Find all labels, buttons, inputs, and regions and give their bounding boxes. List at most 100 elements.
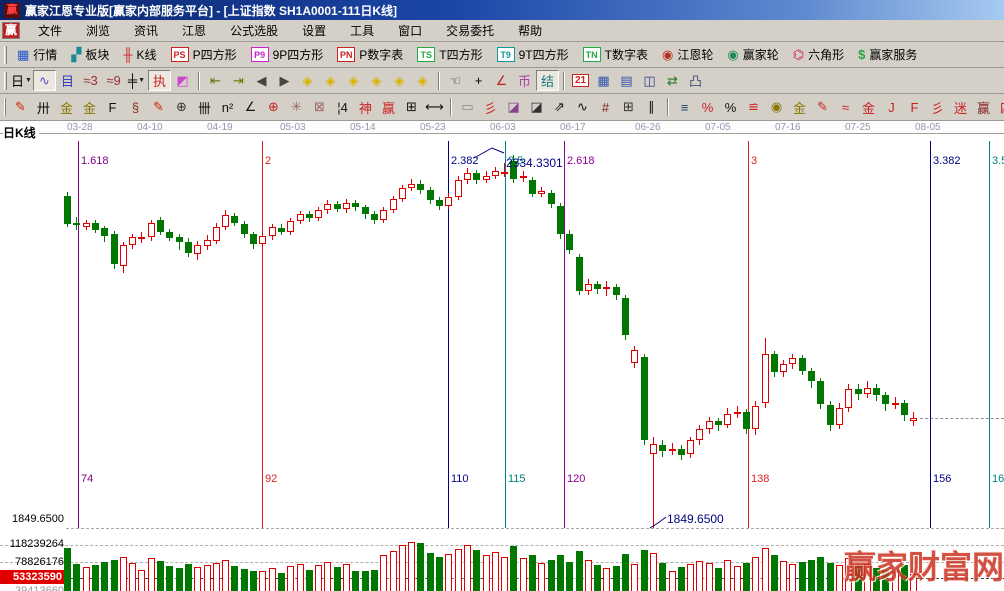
crosshair-tool-icon[interactable]: + <box>467 70 490 91</box>
t-square-button[interactable]: TS T四方形 <box>410 44 489 66</box>
menu-item-9[interactable]: 帮助 <box>518 24 543 38</box>
period-day-icon[interactable]: 日 ▼ <box>10 70 33 91</box>
gold-lines-icon[interactable]: 金 <box>788 97 811 118</box>
diamond-h-icon[interactable]: ◈ <box>342 70 365 91</box>
pen-red-icon[interactable]: ✎ <box>811 97 834 118</box>
tally-grid-icon[interactable]: 卌 <box>193 97 216 118</box>
bars-tool-icon[interactable]: ≡ <box>673 97 696 118</box>
menu-item-2[interactable]: 资讯 <box>134 24 159 38</box>
t-digit-table-button[interactable]: TN T数字表 <box>576 44 655 66</box>
trend-arrows-icon[interactable]: ⇗ <box>548 97 571 118</box>
angle-draw-icon[interactable]: ∠ <box>239 97 262 118</box>
corner-grid-icon[interactable]: ⊞ <box>617 97 640 118</box>
hash-grid-icon[interactable]: # <box>594 97 617 118</box>
9p-square-button[interactable]: P9 9P四方形 <box>244 44 331 66</box>
rect-tool-icon[interactable]: ▭ <box>456 97 479 118</box>
fan-red-icon[interactable]: 彡 <box>479 97 502 118</box>
gold-circle-icon[interactable]: ◉ <box>765 97 788 118</box>
shen-grid-icon[interactable]: 神 <box>354 97 377 118</box>
pen-tool-icon[interactable]: ✎ <box>9 97 32 118</box>
circle-grid-icon[interactable]: ⊕ <box>170 97 193 118</box>
calculator-icon[interactable]: ▦ <box>592 70 615 91</box>
percent-red-icon[interactable]: % <box>696 97 719 118</box>
p-digit-table-button[interactable]: PN P数字表 <box>330 44 410 66</box>
toolbar-grip[interactable] <box>4 45 7 64</box>
menu-item-1[interactable]: 浏览 <box>86 24 111 38</box>
menu-item-4[interactable]: 公式选股 <box>230 24 279 38</box>
speed-lines-icon[interactable]: 迷 <box>949 97 972 118</box>
toolbar-grip[interactable] <box>4 71 7 90</box>
gold-grid-icon[interactable]: 金 <box>55 97 78 118</box>
gold-grid2-icon[interactable]: 金 <box>78 97 101 118</box>
percent-icon[interactable]: % <box>719 97 742 118</box>
percent-lines-icon[interactable]: ≌ <box>742 97 765 118</box>
ying-grid-icon[interactable]: 赢 <box>377 97 400 118</box>
save-icon[interactable]: ◫ <box>638 70 661 91</box>
f-angle-icon[interactable]: F <box>903 97 926 118</box>
menu-item-8[interactable]: 交易委托 <box>446 24 495 38</box>
circle-cross-icon[interactable]: ⊕ <box>262 97 285 118</box>
n2-grid-icon[interactable]: n² <box>216 97 239 118</box>
chart-area[interactable]: 日K线 03-28 04-10 04-19 05-03 05-14 05-23 06-03 0… <box>0 121 1004 591</box>
wave-red-icon[interactable]: ≈ <box>834 97 857 118</box>
fan-box-dark-icon[interactable]: ◪ <box>525 97 548 118</box>
diamond-right-icon[interactable]: ◈ <box>319 70 342 91</box>
star-grid-icon[interactable]: ✳ <box>285 97 308 118</box>
diamond-left-icon[interactable]: ◈ <box>296 70 319 91</box>
spiral-icon[interactable]: § <box>124 97 147 118</box>
nav-first-icon[interactable]: ⇤ <box>204 70 227 91</box>
winner-wheel-button[interactable]: ◉ 赢家轮 <box>720 44 785 66</box>
dropdown-arrow-icon[interactable]: ▼ <box>25 77 32 84</box>
angle-tool-icon[interactable]: ∠ <box>490 70 513 91</box>
box-grid-icon[interactable]: ⊠ <box>308 97 331 118</box>
print-icon[interactable]: 凸 <box>684 70 707 91</box>
wave-chart-icon[interactable]: ∿ <box>33 70 56 91</box>
pen2-tool-icon[interactable]: ✎ <box>147 97 170 118</box>
menu-item-7[interactable]: 窗口 <box>398 24 423 38</box>
hexagon-button[interactable]: ⌬ 六角形 <box>786 44 851 66</box>
diamond-star-icon[interactable]: ◈ <box>411 70 434 91</box>
menu-item-3[interactable]: 江恩 <box>182 24 207 38</box>
trade-marks-icon[interactable]: 执 <box>148 70 171 91</box>
export-icon[interactable]: ⇄ <box>661 70 684 91</box>
menu-item-5[interactable]: 设置 <box>302 24 327 38</box>
diamond-v-icon[interactable]: ◈ <box>365 70 388 91</box>
fan-box-purple-icon[interactable]: ◪ <box>502 97 525 118</box>
price-pane[interactable]: 2334.3301 1849.6500 1.618 74 2 92 2.382 110 2.… <box>0 135 1004 533</box>
diamond-cross-icon[interactable]: ◈ <box>388 70 411 91</box>
nav-prev-icon[interactable]: ◀ <box>250 70 273 91</box>
menu-logo-icon[interactable]: 赢 <box>2 22 20 39</box>
chart-9-icon[interactable]: ≈9 <box>102 70 125 91</box>
parallel-lines-icon[interactable]: ∥ <box>640 97 663 118</box>
gann-grid-icon[interactable]: 卅 <box>32 97 55 118</box>
menu-item-0[interactable]: 文件 <box>38 24 63 38</box>
grid123-icon[interactable]: ⊞ <box>400 97 423 118</box>
gann-purple-tool-icon[interactable]: 币 <box>513 70 536 91</box>
info-panel-icon[interactable]: 目 <box>56 70 79 91</box>
p-square-button[interactable]: PS P四方形 <box>164 44 244 66</box>
color-chart-icon[interactable]: ◩ <box>171 70 194 91</box>
calendar-icon[interactable]: 21 <box>569 70 592 91</box>
chart-3-icon[interactable]: ≈3 <box>79 70 102 91</box>
fan-lines-icon[interactable]: 彡 <box>926 97 949 118</box>
nav-last-icon[interactable]: ⇥ <box>227 70 250 91</box>
nav-next-icon[interactable]: ▶ <box>273 70 296 91</box>
span-arrow-icon[interactable]: ⟷ <box>423 97 446 118</box>
j-angle-icon[interactable]: J <box>880 97 903 118</box>
toolbar-grip[interactable] <box>4 98 6 116</box>
ying-dark-icon[interactable]: 赢 <box>972 97 995 118</box>
9t-square-button[interactable]: T9 9T四方形 <box>490 44 576 66</box>
gann-teal-tool-icon[interactable]: 结 <box>536 70 559 91</box>
menu-item-6[interactable]: 工具 <box>350 24 375 38</box>
quote14-icon[interactable]: ¦4 <box>331 97 354 118</box>
hand-tool-icon[interactable]: ☜ <box>444 70 467 91</box>
dropdown-arrow-icon[interactable]: ▼ <box>138 77 146 84</box>
kline-button[interactable]: ╫ K线 <box>116 44 163 66</box>
winner-service-button[interactable]: $ 赢家服务 <box>851 44 924 66</box>
zigzag-icon[interactable]: ∿ <box>571 97 594 118</box>
candle-style-icon[interactable]: ╪ ▼ <box>125 70 148 91</box>
gold-angle-icon[interactable]: 金 <box>857 97 880 118</box>
f-grid-icon[interactable]: F <box>101 97 124 118</box>
sectors-button[interactable]: ▞ 板块 <box>64 44 116 66</box>
gann-wheel-button[interactable]: ◉ 江恩轮 <box>655 44 720 66</box>
